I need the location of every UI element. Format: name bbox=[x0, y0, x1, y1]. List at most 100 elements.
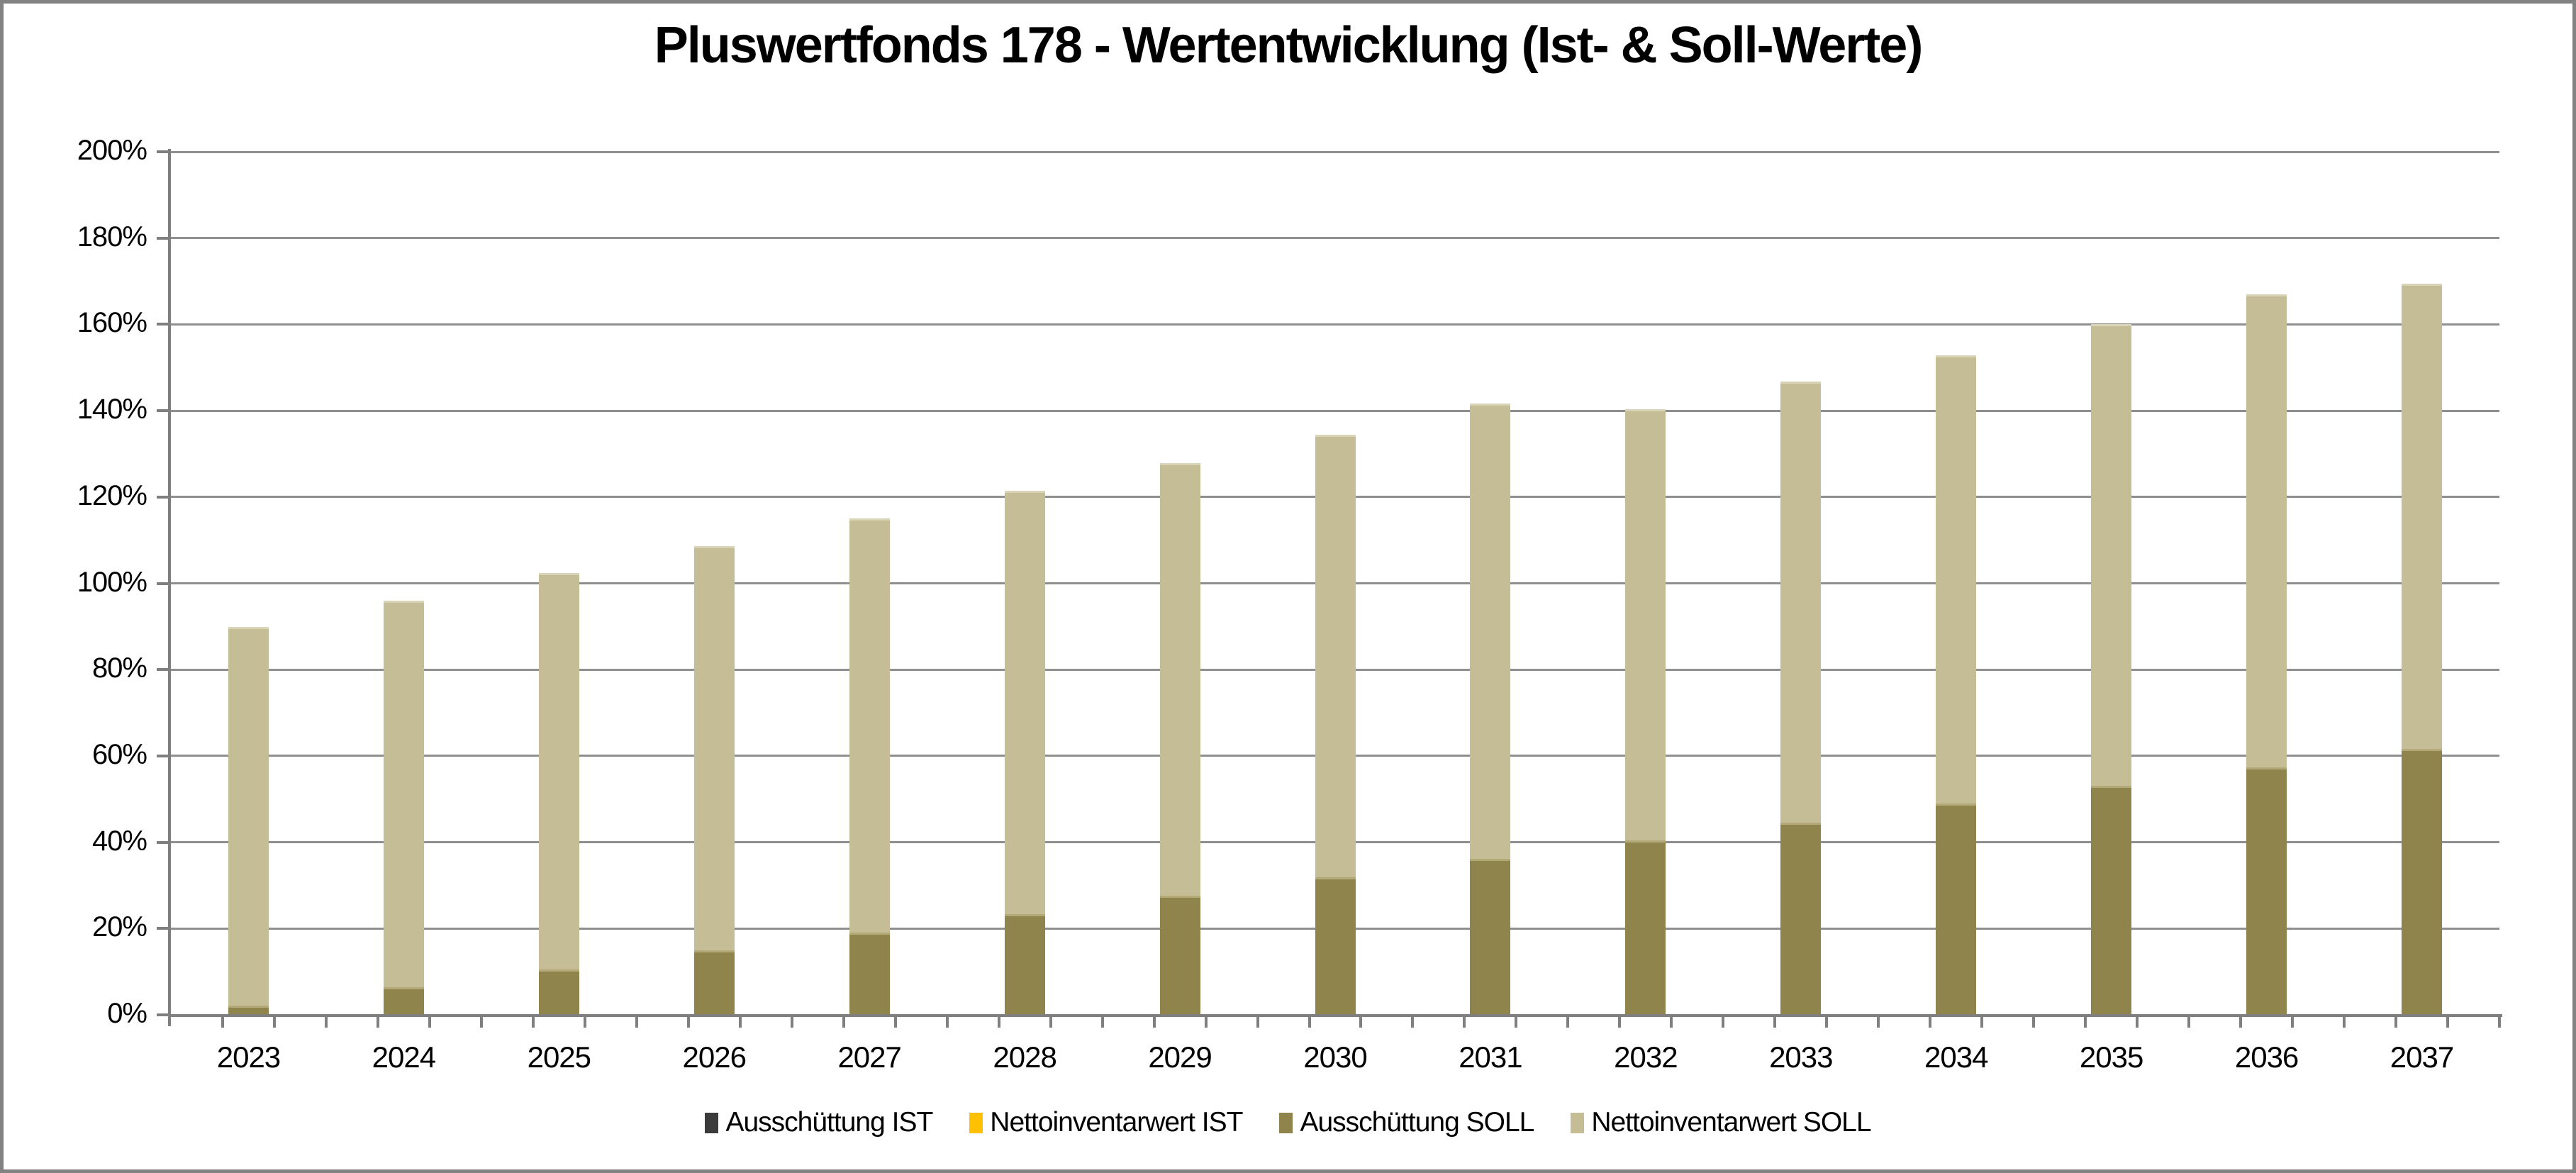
bar-segment-nettoinventarwert-soll bbox=[228, 626, 269, 1006]
x-axis-year-label: 2028 bbox=[993, 1040, 1056, 1074]
bar-segment-aussch-ttung-soll bbox=[1315, 877, 1356, 1015]
y-axis-tick-label: 20% bbox=[91, 911, 147, 943]
y-axis-tick bbox=[157, 236, 168, 240]
bar-segment-highlight bbox=[2246, 294, 2287, 296]
x-axis-tick bbox=[531, 1017, 535, 1028]
bar-segment-aussch-ttung-soll bbox=[1780, 822, 1822, 1015]
chart-title: Pluswertfonds 178 - Wertentwicklung (Ist… bbox=[654, 17, 1924, 74]
bar-segment-nettoinventarwert-soll bbox=[1004, 491, 1045, 914]
x-axis-tick bbox=[2498, 1017, 2501, 1028]
x-axis-tick bbox=[1618, 1017, 1622, 1028]
x-axis-year-label: 2036 bbox=[2234, 1040, 2299, 1074]
x-axis-tick bbox=[2187, 1017, 2191, 1028]
x-axis-year-label: 2032 bbox=[1614, 1040, 1678, 1074]
x-axis-tick bbox=[376, 1017, 379, 1028]
y-axis-tick-label: 180% bbox=[77, 221, 147, 252]
y-axis-tick-label: 160% bbox=[77, 307, 147, 339]
bar-segment-highlight bbox=[228, 1006, 269, 1008]
bar-segment-aussch-ttung-soll bbox=[1936, 804, 1977, 1015]
legend-label: Ausschüttung SOLL bbox=[1300, 1107, 1534, 1138]
bar-segment-aussch-ttung-soll bbox=[849, 932, 890, 1015]
x-axis-year-label: 2035 bbox=[2079, 1040, 2143, 1074]
x-axis-tick bbox=[1773, 1017, 1777, 1028]
legend-marker bbox=[705, 1112, 719, 1133]
bar-segment-aussch-ttung-soll bbox=[2246, 767, 2287, 1015]
bar-segment-highlight bbox=[1780, 822, 1822, 825]
x-axis-tick bbox=[1670, 1017, 1673, 1028]
bar-segment-aussch-ttung-soll bbox=[1159, 896, 1200, 1015]
x-axis-tick bbox=[2032, 1017, 2036, 1028]
x-axis-year-label: 2033 bbox=[1769, 1040, 1833, 1074]
legend: Ausschüttung IST Nettoinventarwert IST Aus… bbox=[4, 1107, 2572, 1138]
y-axis-tick bbox=[157, 927, 168, 930]
x-axis-tick bbox=[1204, 1017, 1208, 1028]
gridline bbox=[171, 323, 2499, 326]
x-axis-tick bbox=[1825, 1017, 1829, 1028]
x-axis-tick bbox=[686, 1017, 690, 1028]
bar-segment-aussch-ttung-soll bbox=[2091, 785, 2132, 1015]
x-axis-tick bbox=[428, 1017, 431, 1028]
x-axis-tick bbox=[583, 1017, 586, 1028]
x-axis-tick bbox=[1307, 1017, 1311, 1028]
bar-segment-highlight bbox=[1780, 382, 1822, 384]
x-axis-tick bbox=[1100, 1017, 1104, 1028]
x-axis-tick bbox=[1566, 1017, 1570, 1028]
x-axis-year-label: 2030 bbox=[1303, 1040, 1367, 1074]
bar-segment-highlight bbox=[1315, 877, 1356, 879]
y-axis-tick-label: 60% bbox=[91, 738, 147, 770]
x-axis-tick bbox=[1722, 1017, 1725, 1028]
gridline bbox=[171, 409, 2499, 412]
x-axis-tick bbox=[738, 1017, 742, 1028]
bar-segment-highlight bbox=[1936, 355, 1977, 357]
y-axis-line bbox=[168, 149, 171, 1026]
x-axis-tick bbox=[479, 1017, 483, 1028]
bar-segment-highlight bbox=[1470, 403, 1511, 406]
y-axis-tick bbox=[157, 150, 168, 153]
bar-segment-nettoinventarwert-soll bbox=[849, 518, 890, 933]
x-axis-tick bbox=[1049, 1017, 1052, 1028]
x-axis-tick bbox=[1152, 1017, 1156, 1028]
x-axis-year-label: 2037 bbox=[2390, 1040, 2454, 1074]
y-axis-tick-label: 140% bbox=[77, 394, 147, 426]
x-axis-year-label: 2029 bbox=[1148, 1040, 1212, 1074]
bar-segment-highlight bbox=[1470, 859, 1511, 862]
y-axis-tick bbox=[157, 323, 168, 326]
bar-segment-nettoinventarwert-soll bbox=[1159, 463, 1200, 896]
bar-segment-highlight bbox=[538, 969, 579, 972]
bar-segment-highlight bbox=[849, 518, 890, 521]
bar-segment-highlight bbox=[849, 932, 890, 935]
legend-label: Ausschüttung IST bbox=[725, 1107, 933, 1138]
legend-marker bbox=[1279, 1112, 1293, 1133]
bar-segment-nettoinventarwert-soll bbox=[2402, 283, 2443, 750]
bar-segment-highlight bbox=[383, 600, 424, 603]
x-axis-tick bbox=[1980, 1017, 1984, 1028]
x-axis-tick bbox=[324, 1017, 328, 1028]
x-axis-tick bbox=[2394, 1017, 2398, 1028]
x-axis-tick bbox=[1877, 1017, 1880, 1028]
x-axis-tick bbox=[2239, 1017, 2243, 1028]
x-axis-tick bbox=[997, 1017, 1000, 1028]
x-axis-tick bbox=[2084, 1017, 2087, 1028]
y-axis-tick bbox=[157, 668, 168, 672]
bar-segment-aussch-ttung-soll bbox=[693, 950, 735, 1015]
bar-segment-highlight bbox=[1315, 434, 1356, 437]
bar-segment-aussch-ttung-soll bbox=[1004, 913, 1045, 1015]
x-axis-year-label: 2027 bbox=[837, 1040, 901, 1074]
bar-segment-highlight bbox=[693, 546, 735, 549]
y-axis-tick bbox=[157, 1013, 168, 1016]
x-axis-tick bbox=[635, 1017, 638, 1028]
bar-segment-highlight bbox=[383, 987, 424, 990]
bar-segment-highlight bbox=[1159, 463, 1200, 466]
legend-item: Ausschüttung SOLL bbox=[1279, 1107, 1534, 1138]
y-axis-tick bbox=[157, 840, 168, 844]
bar-segment-highlight bbox=[2402, 283, 2443, 286]
bar-segment-highlight bbox=[1625, 840, 1666, 843]
x-axis-tick bbox=[790, 1017, 793, 1028]
bar-segment-highlight bbox=[1004, 491, 1045, 494]
bar-segment-highlight bbox=[1004, 913, 1045, 916]
legend-marker bbox=[1571, 1112, 1585, 1133]
bar-segment-nettoinventarwert-soll bbox=[383, 600, 424, 988]
legend-marker bbox=[969, 1112, 983, 1133]
y-axis-tick-label: 200% bbox=[77, 135, 147, 166]
x-axis-tick bbox=[1256, 1017, 1259, 1028]
